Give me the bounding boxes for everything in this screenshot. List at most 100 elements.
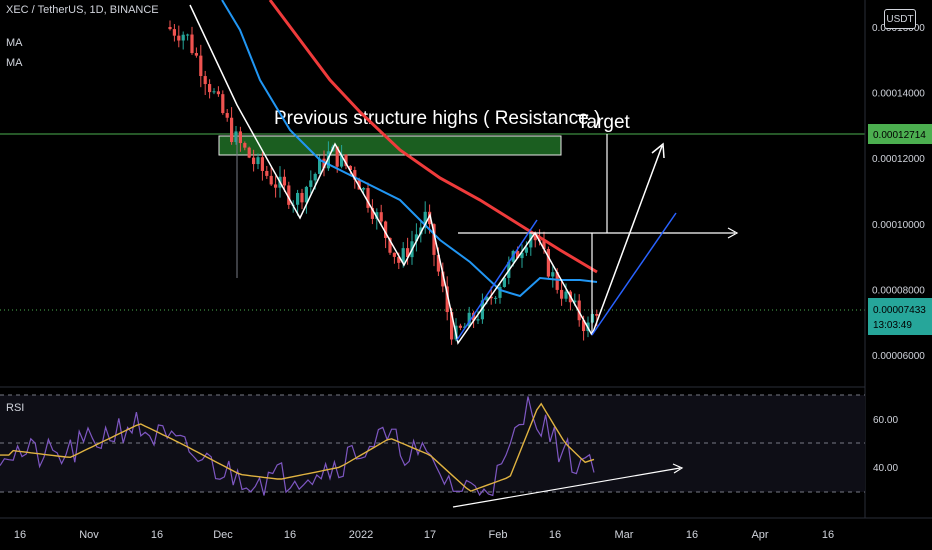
- candle-body: [397, 256, 401, 263]
- candle-body: [379, 212, 383, 222]
- candle-body: [432, 224, 436, 255]
- candle-body: [467, 312, 471, 327]
- time-tick-label: 16: [284, 529, 296, 541]
- candle-body: [194, 53, 198, 56]
- time-tick-label: 2022: [349, 529, 373, 541]
- rsi-line: [0, 396, 595, 497]
- rsi-label[interactable]: RSI: [6, 402, 25, 414]
- candle-body: [392, 252, 396, 257]
- time-tick-label: Nov: [79, 529, 99, 541]
- time-tick-label: 16: [549, 529, 561, 541]
- candle-body: [529, 234, 533, 248]
- candle-body: [313, 173, 317, 181]
- candle-body: [243, 143, 247, 148]
- candle-body: [216, 91, 220, 95]
- candle-body: [344, 154, 348, 166]
- candle-body: [318, 158, 322, 174]
- candle-body: [458, 325, 462, 328]
- price-tick-label: 0.00012000: [872, 154, 925, 165]
- candle-body: [485, 296, 489, 301]
- candle-body: [335, 146, 339, 167]
- zigzag-drawing: [189, 4, 593, 345]
- candle-body: [582, 320, 586, 332]
- candle-body: [388, 237, 392, 253]
- neckline-arrowhead: [727, 227, 739, 239]
- candle-body: [436, 254, 440, 272]
- ma-legend-2[interactable]: MA: [6, 57, 23, 69]
- candle-body: [370, 207, 374, 219]
- candle-body: [252, 157, 256, 165]
- candle-body: [340, 154, 344, 167]
- time-tick-label: 17: [424, 529, 436, 541]
- candle-body: [542, 241, 546, 249]
- candle-body: [480, 300, 484, 320]
- candle-body: [419, 227, 423, 235]
- candle-body: [414, 234, 418, 242]
- candle-body: [212, 91, 216, 93]
- candle-body: [269, 175, 273, 185]
- resistance-zone: [218, 135, 562, 156]
- rsi-tick-label: 40.00: [873, 463, 898, 474]
- candle-body: [326, 151, 330, 169]
- symbol-title: XEC / TetherUS, 1D, BINANCE: [6, 4, 159, 16]
- price-tick-label: 0.00014000: [872, 89, 925, 100]
- candle-body: [203, 76, 207, 85]
- candle-body: [498, 286, 502, 298]
- candle-body: [353, 170, 357, 180]
- time-tick-label: 16: [151, 529, 163, 541]
- candle-body: [296, 192, 300, 205]
- target-arrow: [591, 145, 663, 336]
- candle-body: [282, 176, 286, 186]
- candle-body: [234, 131, 238, 143]
- currency-button[interactable]: USDT: [884, 9, 916, 29]
- candle-body: [489, 296, 493, 299]
- candle-body: [247, 147, 251, 158]
- candle-body: [168, 27, 172, 30]
- candle-body: [401, 248, 405, 263]
- current-price-badge-text: 0.00007433: [873, 305, 926, 316]
- rsi-axis: 60.00 40.00: [873, 415, 898, 474]
- time-tick-label: 16: [822, 529, 834, 541]
- candle-body: [423, 211, 427, 228]
- ma-legend-1[interactable]: MA: [6, 37, 23, 49]
- current-price-badge: [868, 298, 932, 335]
- rsi-divergence-arrowhead: [672, 463, 684, 474]
- candle-body: [300, 192, 304, 203]
- candle-body: [362, 188, 366, 190]
- channel-line-right: [591, 212, 677, 336]
- candle-body: [546, 248, 550, 277]
- candle-body: [476, 319, 480, 321]
- candle-body: [177, 35, 181, 41]
- candle-body: [225, 113, 229, 118]
- candle-body: [406, 248, 410, 258]
- rsi-tick-label: 60.00: [873, 415, 898, 426]
- candle-body: [322, 158, 326, 169]
- candle-body: [309, 180, 313, 187]
- candle-body: [304, 186, 308, 203]
- candle-body: [595, 314, 599, 316]
- candle-body: [555, 272, 559, 290]
- candle-body: [472, 312, 476, 321]
- candle-body: [366, 188, 370, 208]
- target-arrowhead: [651, 142, 665, 159]
- candle-body: [524, 247, 528, 253]
- candle-body: [577, 300, 581, 321]
- candle-body: [516, 250, 520, 259]
- time-axis: 16 Nov 16 Dec 16 2022 17 Feb 16 Mar 16 Apr 16: [14, 529, 834, 541]
- candle-body: [520, 252, 524, 259]
- candle-body: [287, 185, 291, 205]
- resistance-price-badge-text: 0.00012714: [873, 130, 926, 141]
- time-tick-label: Apr: [751, 529, 768, 541]
- channel-line-left: [456, 219, 538, 341]
- candle-body: [357, 179, 361, 190]
- resistance-annotation: Previous structure highs ( Resistance ): [274, 108, 600, 129]
- candle-body: [533, 234, 537, 241]
- time-tick-label: Feb: [489, 529, 508, 541]
- price-tick-label: 0.00008000: [872, 285, 925, 296]
- candle-body: [441, 271, 445, 287]
- candle-body: [564, 291, 568, 299]
- candle-body: [348, 165, 352, 171]
- time-tick-label: 16: [686, 529, 698, 541]
- candle-body: [450, 312, 454, 340]
